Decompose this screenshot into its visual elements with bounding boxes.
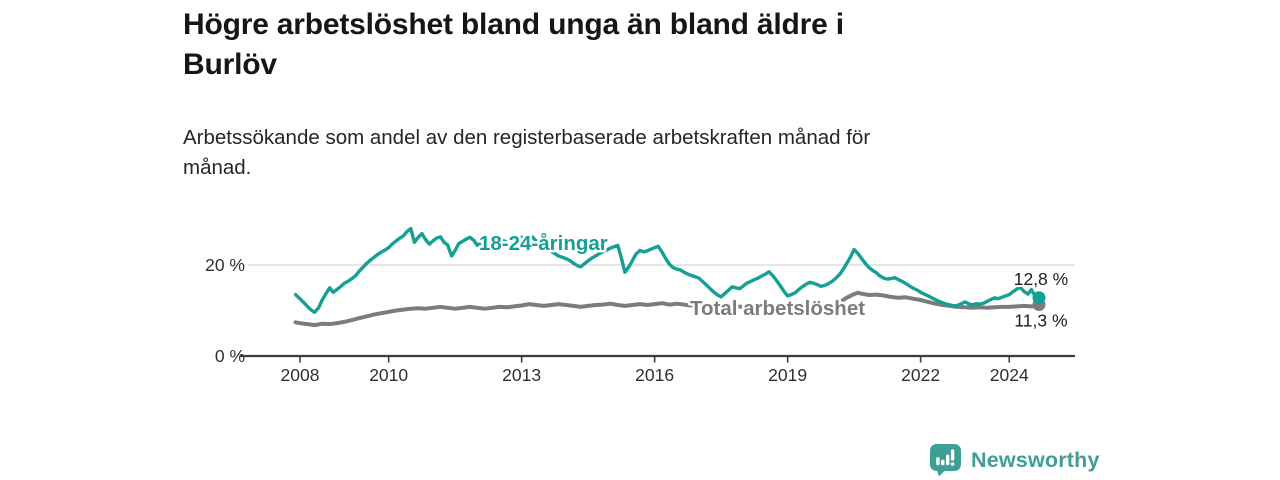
chart-subtitle-line1: Arbetssökande som andel av den registerb… xyxy=(183,126,871,149)
chart-subtitle: Arbetssökande som andel av den registerb… xyxy=(183,123,870,183)
x-axis-label-2016: 2016 xyxy=(635,365,674,385)
chart-title: Högre arbetslöshet bland unga än bland ä… xyxy=(183,5,844,85)
youth-end-dot xyxy=(1032,291,1046,305)
x-axis-label-2019: 2019 xyxy=(768,365,807,385)
newsworthy-logo[interactable]: Newsworthy xyxy=(929,443,1100,477)
newsworthy-logo-text: Newsworthy xyxy=(971,447,1100,472)
y-axis-label-0: 0 % xyxy=(215,346,245,366)
youth-series-label: 18-24-åringar xyxy=(479,232,608,255)
youth-end-value-label: 12,8 % xyxy=(1014,269,1068,289)
x-axis-label-2022: 2022 xyxy=(901,365,940,385)
x-axis-label-2008: 2008 xyxy=(281,365,320,385)
total-series-label: Total arbetslöshet xyxy=(690,297,865,320)
chart-title-line1: Högre arbetslöshet bland unga än bland ä… xyxy=(183,8,844,41)
x-axis-label-2013: 2013 xyxy=(502,365,541,385)
newsworthy-speech-bubble-bar-chart-icon xyxy=(930,444,961,477)
chart-subtitle-line2: månad. xyxy=(183,156,252,179)
x-axis-label-2024: 2024 xyxy=(990,365,1029,385)
total-line xyxy=(293,290,1041,328)
chart-title-line2: Burlöv xyxy=(183,48,277,81)
y-axis-label-20: 20 % xyxy=(205,255,245,275)
total-end-value-label: 11,3 % xyxy=(1014,311,1067,331)
x-axis-label-2010: 2010 xyxy=(369,365,408,385)
youth-line xyxy=(293,226,1041,314)
